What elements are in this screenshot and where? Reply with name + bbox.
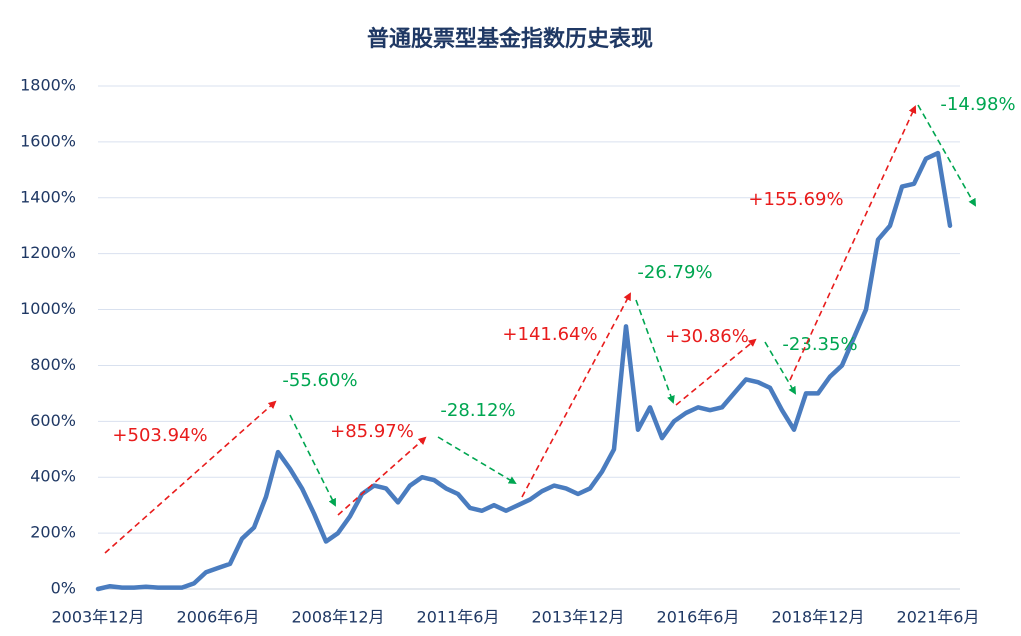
annotation-label: -55.60% bbox=[282, 370, 357, 391]
x-tick-label: 2006年6月 bbox=[177, 608, 260, 627]
annotation-arrow bbox=[521, 292, 631, 498]
y-tick-label: 1800% bbox=[20, 76, 76, 95]
y-tick-label: 600% bbox=[30, 411, 76, 430]
annotation-arrow bbox=[104, 400, 277, 554]
x-tick-label: 2018年12月 bbox=[771, 608, 864, 627]
x-tick-label: 2021年6月 bbox=[897, 608, 980, 627]
y-tick-label: 200% bbox=[30, 523, 76, 542]
annotation-label: -14.98% bbox=[940, 94, 1015, 115]
annotation-label: +503.94% bbox=[112, 425, 207, 446]
annotation-label: -28.12% bbox=[440, 400, 515, 421]
x-tick-label: 2016年6月 bbox=[657, 608, 740, 627]
annotation-arrow bbox=[789, 105, 917, 381]
data-line bbox=[95, 150, 953, 592]
y-tick-label: 1400% bbox=[20, 187, 76, 206]
annotation-arrow bbox=[337, 436, 427, 516]
chart-title: 普通股票型基金指数历史表现 bbox=[367, 26, 653, 52]
annotation-label: -23.35% bbox=[782, 334, 857, 355]
y-tick-label: 1600% bbox=[20, 131, 76, 150]
annotation-label: +30.86% bbox=[665, 326, 749, 347]
annotation-arrow bbox=[635, 299, 675, 404]
x-tick-label: 2003年12月 bbox=[51, 608, 144, 627]
annotation-arrow bbox=[917, 104, 976, 207]
x-tick-label: 2008年12月 bbox=[291, 608, 384, 627]
annotation-arrow bbox=[289, 414, 336, 507]
annotation-arrow bbox=[675, 338, 757, 406]
annotation-label: +155.69% bbox=[748, 189, 843, 210]
annotation-arrow bbox=[437, 436, 517, 485]
y-tick-label: 400% bbox=[30, 467, 76, 486]
y-tick-label: 800% bbox=[30, 355, 76, 374]
annotation-label: +141.64% bbox=[502, 324, 597, 345]
x-tick-label: 2011年6月 bbox=[417, 608, 500, 627]
annotation-label: +85.97% bbox=[330, 421, 414, 442]
y-tick-label: 0% bbox=[51, 579, 76, 598]
x-tick-label: 2013年12月 bbox=[531, 608, 624, 627]
y-tick-label: 1000% bbox=[20, 299, 76, 318]
annotation-label: -26.79% bbox=[637, 262, 712, 283]
y-tick-label: 1200% bbox=[20, 243, 76, 262]
